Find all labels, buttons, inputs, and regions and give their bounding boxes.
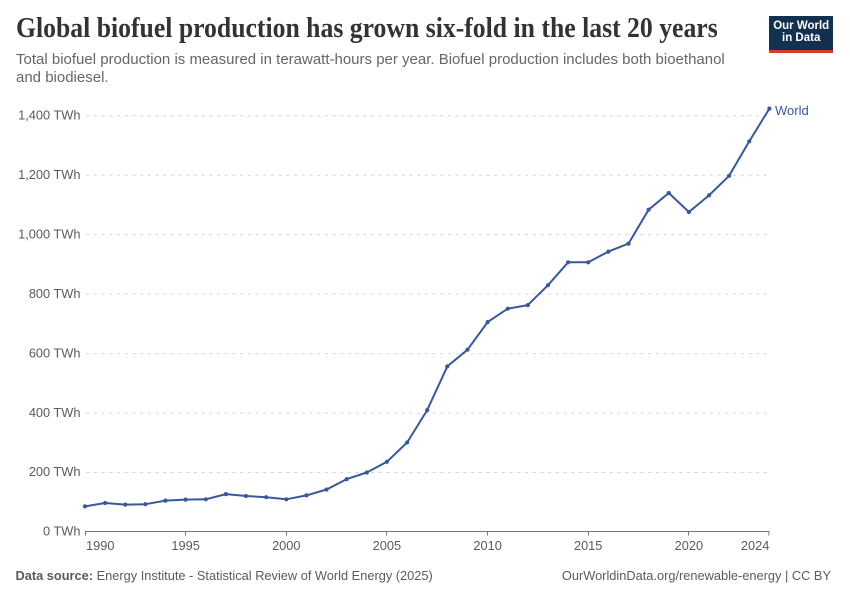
svg-text:800 TWh: 800 TWh xyxy=(29,286,81,301)
svg-text:2024: 2024 xyxy=(741,538,769,553)
svg-text:2005: 2005 xyxy=(373,538,401,553)
svg-text:0 TWh: 0 TWh xyxy=(43,524,80,539)
svg-text:2015: 2015 xyxy=(574,538,602,553)
svg-text:400 TWh: 400 TWh xyxy=(29,405,81,420)
svg-text:2010: 2010 xyxy=(473,538,501,553)
svg-text:World: World xyxy=(775,103,809,118)
svg-text:1,000 TWh: 1,000 TWh xyxy=(18,226,80,241)
svg-text:600 TWh: 600 TWh xyxy=(29,345,81,360)
svg-text:1990: 1990 xyxy=(86,538,114,553)
svg-text:200 TWh: 200 TWh xyxy=(29,464,81,479)
svg-text:1995: 1995 xyxy=(171,538,199,553)
svg-text:1,400 TWh: 1,400 TWh xyxy=(18,107,80,122)
svg-text:2000: 2000 xyxy=(272,538,300,553)
svg-text:2020: 2020 xyxy=(675,538,703,553)
svg-text:1,200 TWh: 1,200 TWh xyxy=(18,167,80,182)
